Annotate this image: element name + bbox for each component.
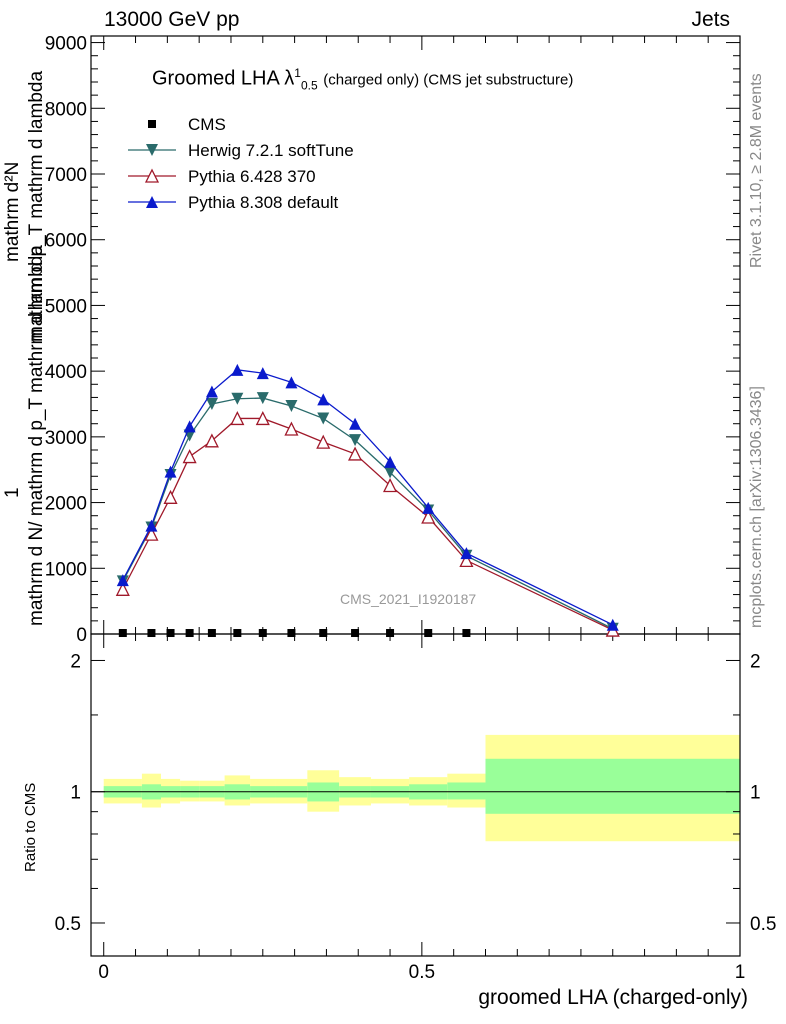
data-point-pythia8 xyxy=(256,367,269,380)
chart-title-symbol: λ xyxy=(284,67,295,90)
data-point-herwig xyxy=(384,466,397,479)
main-y-tick-label: 7000 xyxy=(45,165,87,186)
ratio-plot-frame xyxy=(90,633,741,957)
main-y-tick-label: 1000 xyxy=(45,559,87,580)
legend-label-pythia6: Pythia 6.428 370 xyxy=(188,167,316,186)
data-point-cms xyxy=(207,629,216,638)
ratio-inner-band-bin xyxy=(485,758,740,814)
x-axis-label: groomed LHA (charged-only) xyxy=(478,986,748,1009)
legend-marker-pythia8 xyxy=(146,196,158,208)
data-point-herwig xyxy=(349,434,362,447)
data-point-pythia6 xyxy=(459,552,474,568)
data-point-pythia8 xyxy=(164,465,177,478)
data-point-pythia6 xyxy=(421,509,436,524)
data-point-herwig xyxy=(205,398,218,410)
main-y-tick-label: 4000 xyxy=(45,362,87,383)
legend-marker-cms xyxy=(148,120,156,128)
main-y-tick-label: 9000 xyxy=(45,34,87,55)
ratio-y-tick-label-right: 2 xyxy=(750,651,761,672)
series-line-pythia8 xyxy=(122,369,614,626)
ratio-y-tick-label: 0.5 xyxy=(55,914,81,935)
data-point-herwig xyxy=(231,392,244,405)
data-point-cms xyxy=(147,629,156,638)
data-point-cms xyxy=(287,629,296,638)
legend-label-pythia8: Pythia 8.308 default xyxy=(188,193,339,212)
data-point-pythia8 xyxy=(116,574,129,587)
main-y-tick-label: 0 xyxy=(76,625,87,646)
data-point-pythia6 xyxy=(255,411,270,426)
ratio-y-tick-label-right: 0.5 xyxy=(750,914,776,935)
data-point-pythia6 xyxy=(115,581,130,596)
legend-label-herwig: Herwig 7.2.1 softTune xyxy=(188,141,354,160)
legend-label-cms: CMS xyxy=(188,115,226,134)
data-point-pythia8 xyxy=(384,455,397,468)
main-y-tick-label: 3000 xyxy=(45,428,87,449)
analysis-watermark: CMS_2021_I1920187 xyxy=(340,591,477,607)
series-line-herwig xyxy=(122,397,614,630)
energy-label: 13000 GeV pp xyxy=(104,8,240,31)
data-point-pythia6 xyxy=(204,433,219,448)
data-point-pythia6 xyxy=(348,446,363,461)
series-line-pythia6 xyxy=(122,417,614,631)
data-point-pythia6 xyxy=(316,434,331,449)
data-point-herwig xyxy=(317,412,330,425)
data-point-cms xyxy=(462,629,471,638)
data-point-pythia6 xyxy=(382,478,398,493)
data-point-cms xyxy=(386,629,395,638)
data-point-cms xyxy=(118,629,127,638)
legend-marker-pythia6 xyxy=(144,168,160,183)
data-point-pythia6 xyxy=(144,526,159,541)
data-point-herwig xyxy=(256,392,269,405)
data-point-cms xyxy=(258,629,267,638)
ratio-y-tick-label: 2 xyxy=(70,651,81,672)
data-point-pythia8 xyxy=(317,393,330,406)
data-point-cms xyxy=(351,629,360,638)
data-point-cms xyxy=(166,629,175,638)
data-point-cms xyxy=(185,629,194,638)
data-point-pythia8 xyxy=(231,363,244,376)
data-point-pythia8 xyxy=(460,547,473,560)
ratio-y-tick-label-right: 1 xyxy=(750,783,761,804)
data-point-pythia8 xyxy=(205,385,218,398)
ratio-x-tick-label: 0.5 xyxy=(409,962,435,983)
ratio-y-tick-label: 1 xyxy=(70,783,81,804)
ratio-x-tick-label: 0 xyxy=(98,962,109,983)
data-point-pythia6 xyxy=(163,489,178,504)
data-point-herwig xyxy=(285,399,298,412)
data-point-pythia8 xyxy=(422,501,435,514)
ratio-x-tick-label: 1 xyxy=(735,962,746,983)
data-point-pythia6 xyxy=(284,421,299,436)
chart-title-text: Groomed LHA xyxy=(152,67,279,90)
chart-title: Groomed LHA λ10.5 (charged only) (CMS je… xyxy=(152,66,573,93)
data-point-pythia8 xyxy=(183,420,196,433)
chart-title-sub: 0.5 xyxy=(300,78,318,93)
chart-title-sup: 1 xyxy=(294,66,301,80)
data-point-cms xyxy=(424,629,433,638)
ratio-inner-band-bin xyxy=(447,782,486,800)
legend-marker-herwig xyxy=(146,144,158,156)
data-point-pythia8 xyxy=(285,376,298,389)
main-y-tick-label: 2000 xyxy=(45,494,87,515)
main-y-tick-label: 8000 xyxy=(45,99,87,120)
data-point-pythia8 xyxy=(606,618,619,631)
data-point-pythia6 xyxy=(230,411,245,426)
data-point-pythia8 xyxy=(349,417,362,430)
main-y-tick-label: 5000 xyxy=(45,296,87,317)
data-point-pythia6 xyxy=(182,449,197,464)
process-label: Jets xyxy=(691,8,730,31)
data-point-cms xyxy=(319,629,328,638)
data-point-cms xyxy=(233,629,242,638)
main-y-tick-label: 6000 xyxy=(45,231,87,252)
data-point-pythia8 xyxy=(145,519,158,532)
chart-title-suffix: (charged only) (CMS jet substructure) xyxy=(323,71,574,89)
